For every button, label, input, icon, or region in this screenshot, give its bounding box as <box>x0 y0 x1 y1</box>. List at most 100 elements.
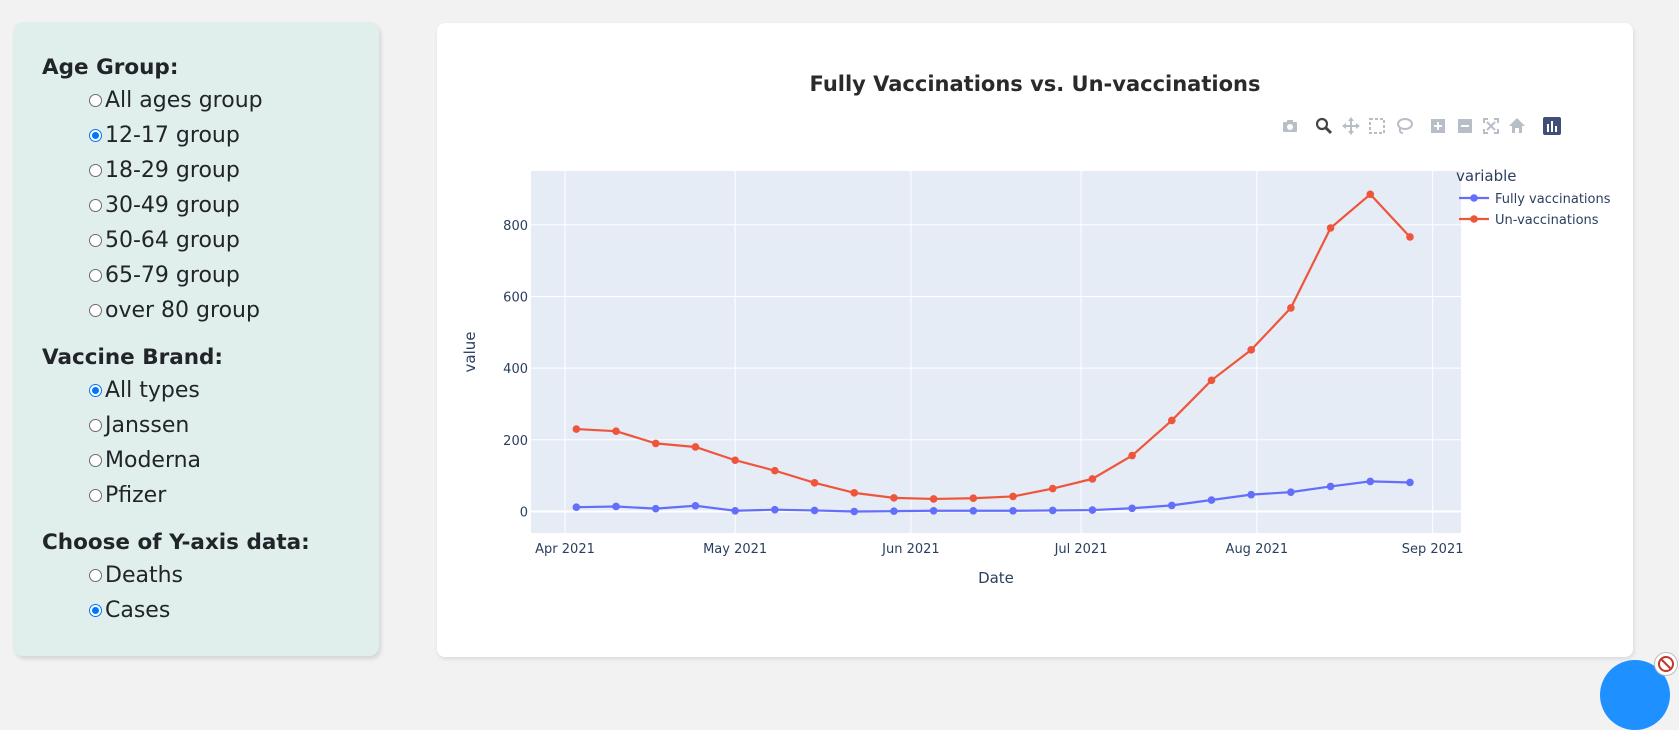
data-point <box>1009 492 1017 501</box>
data-point <box>850 507 859 516</box>
radio-button[interactable] <box>89 164 102 177</box>
legend-item[interactable]: Fully vaccinations <box>1459 192 1611 207</box>
camera-icon[interactable] <box>1278 114 1302 138</box>
radio-button[interactable] <box>89 199 102 212</box>
line-chart[interactable]: Fully Vaccinations vs. Un-vaccinations 0 2… <box>437 23 1633 657</box>
data-point <box>651 439 660 448</box>
data-point <box>1048 506 1057 515</box>
radio-button[interactable] <box>89 234 102 247</box>
radio-button[interactable] <box>89 304 102 317</box>
zoom-icon[interactable] <box>1312 114 1336 138</box>
age-group-option[interactable]: 65-79 group <box>42 258 379 293</box>
radio-label: Janssen <box>105 413 190 438</box>
data-point <box>850 489 859 497</box>
y-axis-option[interactable]: Deaths <box>42 558 379 593</box>
vaccine-brand-title: Vaccine Brand: <box>42 345 223 370</box>
data-point <box>1167 501 1176 510</box>
data-point <box>969 494 978 503</box>
x-tick-label: May 2021 <box>703 542 767 557</box>
legend-marker <box>1470 215 1478 223</box>
series-line <box>576 480 1410 513</box>
vaccine-brand-option[interactable]: All types <box>42 373 379 408</box>
data-point <box>572 503 581 511</box>
radio-button[interactable] <box>89 129 102 142</box>
vaccine-brand-option[interactable]: Moderna <box>42 443 379 478</box>
data-point <box>1326 224 1335 232</box>
data-point <box>1247 346 1255 354</box>
lasso-select-icon[interactable] <box>1392 114 1416 138</box>
x-tick-label: Jul 2021 <box>1054 542 1108 557</box>
data-point <box>890 494 898 502</box>
x-tick-label: Jun 2021 <box>881 542 940 557</box>
data-point <box>691 501 700 510</box>
reset-axes-icon[interactable] <box>1505 114 1529 138</box>
data-point <box>1088 506 1097 514</box>
data-point <box>1366 190 1375 199</box>
legend-title: variable <box>1456 167 1517 185</box>
data-point <box>890 507 898 515</box>
series-line <box>576 193 1411 501</box>
data-point <box>1167 416 1176 425</box>
vaccine-brand-radio-list: All types Janssen Moderna Pfizer <box>42 373 379 513</box>
age-group-option[interactable]: All ages group <box>42 83 379 118</box>
chart-title: Fully Vaccinations vs. Un-vaccinations <box>810 72 1261 96</box>
radio-button[interactable] <box>89 94 102 107</box>
plotly-logo-icon[interactable] <box>1540 114 1564 138</box>
data-point <box>1128 504 1136 513</box>
radio-label: over 80 group <box>105 298 260 323</box>
radio-label: 50-64 group <box>105 228 240 253</box>
chart-card: Fully Vaccinations vs. Un-vaccinations 0 2… <box>437 23 1633 657</box>
radio-button[interactable] <box>89 604 102 617</box>
series-fully-vaccinations <box>572 477 1414 516</box>
age-group-option[interactable]: over 80 group <box>42 293 379 328</box>
y-tick-label: 200 <box>503 434 528 449</box>
data-point <box>1287 488 1295 496</box>
age-group-title: Age Group: <box>42 55 179 80</box>
pan-icon[interactable] <box>1339 114 1363 138</box>
data-point <box>810 479 819 487</box>
radio-label: 30-49 group <box>105 193 240 218</box>
age-group-radio-list: All ages group 12-17 group 18-29 group 30-4… <box>42 83 379 328</box>
y-axis-option[interactable]: Cases <box>42 593 379 628</box>
age-group-option[interactable]: 30-49 group <box>42 188 379 223</box>
radio-button[interactable] <box>89 419 102 432</box>
y-axis-radio-list: Deaths Cases <box>42 558 379 628</box>
radio-button[interactable] <box>89 489 102 502</box>
y-tick-label: 600 <box>503 290 528 305</box>
radio-label: Moderna <box>105 448 202 473</box>
legend-item[interactable]: Un-vaccinations <box>1459 213 1599 228</box>
data-point <box>731 456 739 465</box>
data-point <box>1128 451 1136 460</box>
age-group-option[interactable]: 18-29 group <box>42 153 379 188</box>
radio-label: Pfizer <box>105 483 167 508</box>
data-point <box>1088 475 1097 483</box>
radio-label: 65-79 group <box>105 263 240 288</box>
filter-sidebar: Age Group: All ages group 12-17 group 18-2… <box>13 22 379 656</box>
vaccine-brand-option[interactable]: Janssen <box>42 408 379 443</box>
age-group-option[interactable]: 50-64 group <box>42 223 379 258</box>
radio-button[interactable] <box>89 454 102 467</box>
data-point <box>1326 482 1335 491</box>
data-point <box>1247 490 1255 499</box>
data-point <box>1287 304 1295 312</box>
age-group-option[interactable]: 12-17 group <box>42 118 379 153</box>
radio-label: All ages group <box>105 88 263 113</box>
zoom-out-icon[interactable] <box>1453 114 1477 138</box>
legend-marker <box>1470 194 1478 202</box>
series-un-vaccinations <box>572 190 1414 503</box>
radio-button[interactable] <box>89 569 102 582</box>
radio-label: 12-17 group <box>105 123 240 148</box>
data-point <box>771 466 779 475</box>
radio-button[interactable] <box>89 384 102 397</box>
data-point <box>771 505 779 514</box>
vaccine-brand-option[interactable]: Pfizer <box>42 478 379 513</box>
y-tick-label: 0 <box>520 505 528 520</box>
blocked-icon <box>1654 652 1678 676</box>
data-point <box>572 425 581 433</box>
x-tick-label: Sep 2021 <box>1402 542 1464 557</box>
zoom-in-icon[interactable] <box>1426 114 1450 138</box>
radio-button[interactable] <box>89 269 102 282</box>
radio-label: All types <box>105 378 200 403</box>
box-select-icon[interactable] <box>1365 114 1389 138</box>
autoscale-icon[interactable] <box>1479 114 1503 138</box>
